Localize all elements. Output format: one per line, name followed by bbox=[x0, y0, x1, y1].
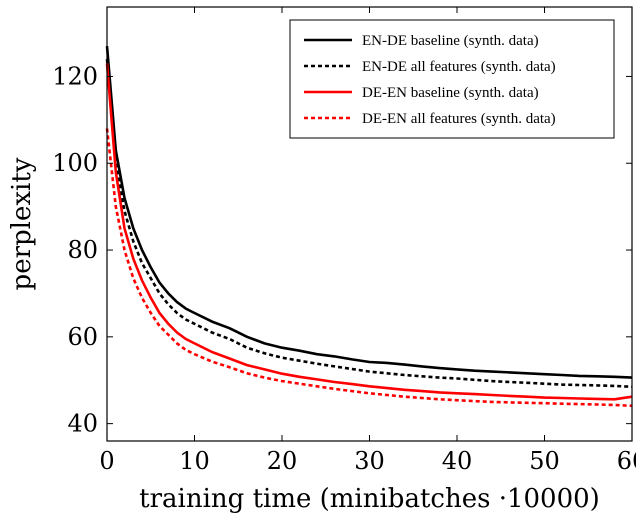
ticks-layer: 0 10 20 30 40 50 60 40 60 80 100 120 bbox=[52, 7, 636, 475]
series-line-3 bbox=[105, 63, 633, 401]
x-tick-label: 10 bbox=[179, 447, 210, 475]
legend-label: EN-DE all features (synth. data) bbox=[362, 59, 556, 75]
x-tick-label: 60 bbox=[617, 447, 636, 475]
y-tick-label: 120 bbox=[52, 62, 98, 90]
legend-label: DE-EN all features (synth. data) bbox=[362, 111, 556, 127]
legend: EN-DE baseline (synth. data) EN-DE all fe… bbox=[289, 19, 615, 139]
legend-label: EN-DE baseline (synth. data) bbox=[362, 33, 539, 49]
x-tick-label: 20 bbox=[267, 447, 298, 475]
series-layer bbox=[105, 45, 633, 408]
y-tick-label: 40 bbox=[67, 410, 98, 438]
y-axis-label: perplexity bbox=[7, 157, 37, 290]
y-tick-label: 80 bbox=[67, 236, 98, 264]
y-tick-label: 100 bbox=[52, 149, 98, 177]
x-tick-label: 0 bbox=[99, 447, 114, 475]
legend-label: DE-EN baseline (synth. data) bbox=[362, 85, 539, 101]
series-line-2 bbox=[105, 58, 633, 389]
series-line-4 bbox=[105, 128, 633, 408]
x-axis-label: training time (minibatches ·10000) bbox=[139, 484, 600, 514]
series-line-1 bbox=[105, 45, 633, 379]
x-tick-label: 40 bbox=[442, 447, 473, 475]
y-tick-label: 60 bbox=[67, 323, 98, 351]
x-tick-label: 50 bbox=[529, 447, 560, 475]
x-tick-label: 30 bbox=[354, 447, 385, 475]
